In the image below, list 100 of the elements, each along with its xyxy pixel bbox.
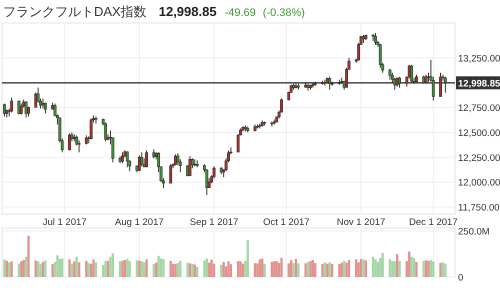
candlestick xyxy=(10,97,14,113)
bar xyxy=(270,262,274,277)
bar xyxy=(355,259,358,277)
y-tick-label: 12,750.00 xyxy=(458,103,500,114)
candlestick xyxy=(145,150,148,168)
candlestick xyxy=(169,164,172,184)
bar xyxy=(246,240,249,277)
bar xyxy=(230,264,232,277)
bar xyxy=(304,263,307,277)
bar xyxy=(290,260,292,277)
bar xyxy=(432,261,434,277)
y-tick-label: 12,500.00 xyxy=(458,128,500,139)
bar xyxy=(18,264,20,277)
candlestick xyxy=(17,100,20,115)
bar xyxy=(408,252,410,277)
bar xyxy=(261,258,264,277)
bar xyxy=(124,260,126,277)
x-tick-label: Sep 1 2017 xyxy=(190,217,238,228)
bar xyxy=(396,254,398,277)
candlestick xyxy=(388,68,392,80)
bar xyxy=(236,261,240,277)
y-tick-label: 250.0M xyxy=(458,226,490,238)
bar xyxy=(8,262,10,277)
bar xyxy=(203,260,206,277)
bar xyxy=(340,262,343,277)
bar xyxy=(6,260,8,277)
chart-title: フランクフルトDAX指数 xyxy=(3,4,147,19)
bar xyxy=(152,264,155,277)
bar xyxy=(430,260,432,277)
candlestick xyxy=(78,140,81,153)
bar xyxy=(20,261,22,277)
bar xyxy=(104,260,107,277)
bar xyxy=(222,262,225,277)
bar xyxy=(85,260,88,277)
bar xyxy=(90,264,92,277)
y-tick-label: 11,750.00 xyxy=(458,202,500,214)
candlestick xyxy=(398,76,401,88)
bar xyxy=(70,264,74,277)
x-tick-label: Oct 1 2017 xyxy=(263,217,310,228)
bar xyxy=(324,262,326,277)
candlestick xyxy=(126,150,129,168)
bar xyxy=(444,264,447,277)
bar xyxy=(208,262,210,277)
bar xyxy=(34,260,37,277)
bar xyxy=(155,262,158,277)
candlestick xyxy=(68,132,71,151)
bar xyxy=(10,261,13,277)
bar xyxy=(112,253,114,277)
bar xyxy=(297,263,300,277)
text: 12,998.85 xyxy=(158,4,217,19)
bar xyxy=(44,260,47,277)
candlestick xyxy=(444,76,447,94)
y-tick-label: 13,250.00 xyxy=(458,53,500,64)
bar xyxy=(51,264,54,277)
bar xyxy=(338,264,341,277)
bar xyxy=(382,253,384,277)
bar xyxy=(128,261,131,277)
y-tick-label: 12,000.00 xyxy=(458,178,500,189)
bar xyxy=(330,264,334,277)
bar xyxy=(140,261,143,277)
candlestick xyxy=(2,103,6,117)
bar xyxy=(314,263,316,277)
bar xyxy=(73,261,76,277)
bar xyxy=(179,260,182,277)
bar xyxy=(328,262,331,277)
x-tick-label: Nov 1 2017 xyxy=(336,217,386,228)
bar xyxy=(194,264,196,277)
bar xyxy=(36,261,40,277)
bar xyxy=(143,262,146,277)
bar xyxy=(288,263,290,277)
candlestick xyxy=(121,152,124,164)
bar xyxy=(78,262,80,277)
bar xyxy=(61,258,64,277)
bar xyxy=(157,256,160,277)
candlestick xyxy=(328,76,332,90)
bar xyxy=(138,260,141,277)
bar xyxy=(22,260,25,277)
text: (-0.38%) xyxy=(262,7,305,19)
bar xyxy=(196,266,198,277)
bar xyxy=(176,263,180,277)
bar xyxy=(424,260,428,277)
bar xyxy=(422,260,425,277)
candlestick xyxy=(90,118,93,140)
bar xyxy=(410,256,413,277)
bar xyxy=(102,265,104,277)
candlestick xyxy=(374,32,377,46)
x-tick-label: Dec 1 2017 xyxy=(409,217,458,228)
candlestick xyxy=(174,154,177,166)
bar xyxy=(220,264,222,277)
candlestick xyxy=(138,154,141,172)
candlestick xyxy=(439,72,442,98)
bar xyxy=(256,263,259,277)
candlestick xyxy=(44,102,47,114)
candlestick xyxy=(212,166,216,179)
y-tick-label: 12,250.00 xyxy=(458,152,500,164)
candlestick xyxy=(378,43,382,68)
bar xyxy=(126,258,128,277)
bar xyxy=(263,264,266,277)
bar xyxy=(394,261,396,277)
bar xyxy=(88,263,90,277)
